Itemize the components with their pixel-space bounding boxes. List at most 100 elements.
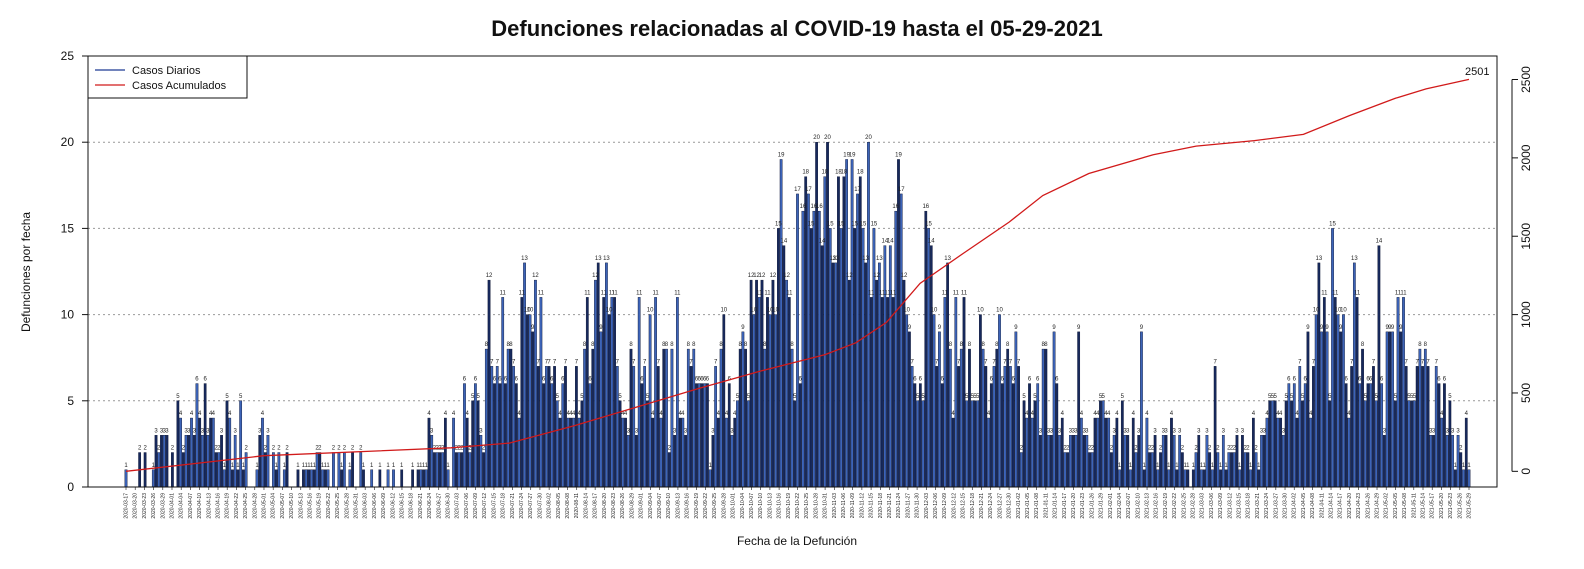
bar — [201, 435, 204, 488]
bar — [1205, 435, 1209, 488]
bar — [607, 314, 611, 488]
bar — [1325, 331, 1329, 488]
bar — [995, 348, 999, 488]
x-tick-label: 2021-03-06 — [1209, 493, 1215, 519]
bar — [1309, 417, 1313, 488]
bar-value-label: 14 — [882, 239, 889, 245]
x-tick-label: 2020-08-23 — [611, 493, 617, 519]
bar — [673, 435, 677, 488]
x-tick-label: 2020-04-10 — [197, 493, 203, 519]
bar — [817, 210, 821, 488]
bar — [1156, 469, 1160, 488]
bar — [929, 245, 933, 488]
bar-value-label: 12 — [873, 273, 880, 279]
bar — [962, 297, 966, 488]
bar — [667, 452, 671, 488]
x-tick-label: 2021-05-11 — [1411, 493, 1417, 518]
bar-value-label: 6 — [1287, 377, 1291, 383]
bar-value-label: 12 — [783, 273, 790, 279]
bar-value-label: 4 — [1061, 411, 1065, 417]
bar-value-label: 4 — [1276, 411, 1280, 417]
bar — [1118, 469, 1121, 488]
bar — [195, 383, 199, 488]
bar — [951, 417, 955, 488]
bar-value-label: 6 — [1055, 377, 1059, 383]
x-tick-label: 2020-05-22 — [326, 493, 332, 519]
bar-value-label: 9 — [1388, 325, 1392, 331]
x-tick-label: 2020-12-18 — [970, 493, 976, 519]
y-axis-label: Defunciones por fecha — [19, 212, 33, 332]
bar — [1232, 452, 1236, 488]
bar — [637, 297, 641, 488]
bar-value-label: 6 — [195, 377, 199, 383]
x-tick-label: 2020-08-20 — [602, 493, 608, 519]
bar-value-label: 7 — [643, 359, 647, 365]
bar-value-label: 3 — [1432, 428, 1436, 434]
bar-value-label: 1 — [378, 463, 382, 469]
bar-value-label: 6 — [913, 377, 917, 383]
bar-value-label: 15 — [808, 221, 815, 227]
x-tick-label: 2020-06-15 — [399, 493, 405, 519]
bar — [1429, 435, 1433, 488]
bar — [1167, 469, 1171, 488]
bar-value-label: 2 — [182, 446, 186, 452]
bar — [416, 469, 420, 488]
bar-value-label: 12 — [486, 273, 493, 279]
x-tick-label: 2020-11-18 — [878, 493, 884, 518]
bar — [1142, 469, 1146, 488]
bar-value-label: 4 — [1279, 411, 1283, 417]
x-tick-label: 2020-12-03 — [924, 493, 930, 519]
bar-value-label: 5 — [1328, 394, 1332, 400]
bar — [1186, 469, 1190, 488]
bar-value-label: 7 — [490, 359, 494, 365]
bar — [864, 262, 868, 488]
bar-value-label: 7 — [1372, 359, 1376, 365]
bar — [883, 245, 887, 488]
bar-value-label: 7 — [910, 359, 914, 365]
bar — [214, 452, 218, 488]
bar — [1088, 452, 1091, 488]
bar-value-label: 11 — [609, 290, 616, 296]
x-tick-label: 2020-11-12 — [859, 493, 865, 518]
bar-value-label: 4 — [198, 411, 202, 417]
bar-value-label: 4 — [1104, 411, 1108, 417]
bar — [1312, 366, 1315, 488]
x-tick-label: 2020-05-10 — [289, 493, 295, 519]
bar-value-label: 3 — [160, 428, 164, 434]
bar-value-label: 1 — [340, 463, 344, 469]
x-tick-label: 2020-05-31 — [353, 493, 359, 519]
bar — [594, 279, 597, 488]
bar-value-label: 1 — [326, 463, 330, 469]
bar-value-label: 7 — [935, 359, 939, 365]
bar-value-label: 1 — [400, 463, 404, 469]
bar-value-label: 7 — [632, 359, 636, 365]
bar — [979, 314, 982, 488]
bar — [1464, 417, 1468, 488]
bar-value-label: 6 — [1293, 377, 1297, 383]
bar — [777, 228, 780, 488]
bar — [943, 297, 947, 488]
x-tick-label: 2020-04-19 — [225, 493, 231, 519]
bar — [588, 383, 592, 488]
bar — [850, 159, 854, 488]
bar — [424, 469, 428, 488]
bar-value-label: 4 — [572, 411, 576, 417]
bar — [318, 452, 322, 488]
bar — [831, 262, 835, 488]
bar-value-label: 8 — [687, 342, 691, 348]
bar — [1235, 435, 1239, 488]
bar — [727, 383, 731, 488]
bar — [635, 435, 638, 488]
bar-value-label: 2 — [1063, 446, 1067, 452]
bar — [1082, 435, 1086, 488]
bar — [1123, 435, 1127, 488]
bar-value-label: 1 — [296, 463, 300, 469]
bar — [1451, 435, 1454, 488]
bar — [1071, 435, 1075, 488]
bar — [656, 366, 660, 488]
x-tick-label: 2021-03-12 — [1227, 493, 1233, 519]
bar-value-label: 7 — [575, 359, 579, 365]
y2-tick-label: 2500 — [1519, 66, 1533, 93]
x-tick-label: 2020-08-17 — [593, 493, 599, 519]
